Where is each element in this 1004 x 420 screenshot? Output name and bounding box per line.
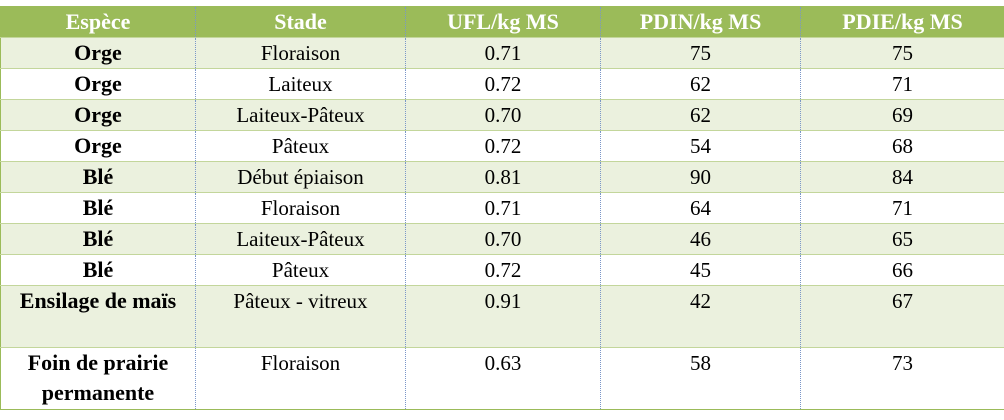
table-cell: 69 bbox=[800, 99, 1004, 131]
table-cell: 0.71 bbox=[405, 37, 601, 69]
table-cell: 68 bbox=[800, 130, 1004, 162]
header-cell: Stade bbox=[195, 6, 406, 38]
header-cell: UFL/kg MS bbox=[405, 6, 601, 38]
table-cell: Pâteux bbox=[195, 130, 406, 162]
table-row: Blé Début épiaison 0.81 90 84 bbox=[0, 161, 1004, 193]
table-cell: Début épiaison bbox=[195, 161, 406, 193]
table-cell: 0.72 bbox=[405, 130, 601, 162]
table-cell: Laiteux bbox=[195, 68, 406, 100]
table-cell: 0.70 bbox=[405, 99, 601, 131]
table-cell: 58 bbox=[600, 347, 801, 410]
table-row: Orge Laiteux 0.72 62 71 bbox=[0, 68, 1004, 100]
table-cell: 54 bbox=[600, 130, 801, 162]
table-cell: 67 bbox=[800, 285, 1004, 348]
table-cell: Floraison bbox=[195, 37, 406, 69]
species-cell: Orge bbox=[0, 68, 196, 100]
species-cell: Blé bbox=[0, 254, 196, 286]
table-row: Orge Laiteux-Pâteux 0.70 62 69 bbox=[0, 99, 1004, 131]
table-row: Blé Pâteux 0.72 45 66 bbox=[0, 254, 1004, 286]
table-cell: Laiteux-Pâteux bbox=[195, 223, 406, 255]
species-cell: Orge bbox=[0, 130, 196, 162]
table-cell: 0.72 bbox=[405, 254, 601, 286]
table-cell: 0.91 bbox=[405, 285, 601, 348]
table-cell: 71 bbox=[800, 68, 1004, 100]
header-cell: PDIE/kg MS bbox=[800, 6, 1004, 38]
table-cell: 62 bbox=[600, 68, 801, 100]
table-cell: 75 bbox=[600, 37, 801, 69]
table-row: Orge Pâteux 0.72 54 68 bbox=[0, 130, 1004, 162]
table-cell: 64 bbox=[600, 192, 801, 224]
table-cell: 62 bbox=[600, 99, 801, 131]
table-cell: 42 bbox=[600, 285, 801, 348]
table-cell: Floraison bbox=[195, 347, 406, 410]
table-cell: 73 bbox=[800, 347, 1004, 410]
table-cell: 0.81 bbox=[405, 161, 601, 193]
table-cell: 0.63 bbox=[405, 347, 601, 410]
table-cell: Pâteux bbox=[195, 254, 406, 286]
species-cell: Blé bbox=[0, 161, 196, 193]
header-row: Espèce Stade UFL/kg MS PDIN/kg MS PDIE/kg MS bbox=[0, 6, 1004, 38]
table-row: Blé Floraison 0.71 64 71 bbox=[0, 192, 1004, 224]
table-cell: 75 bbox=[800, 37, 1004, 69]
species-cell: Foin de prairie permanente bbox=[0, 347, 196, 410]
header-cell: PDIN/kg MS bbox=[600, 6, 801, 38]
table-body: Orge Floraison 0.71 75 75 Orge Laiteux 0.72 62 71… bbox=[0, 37, 1004, 410]
species-cell: Orge bbox=[0, 99, 196, 131]
table-row: Foin de prairie permanente Floraison 0.63 5… bbox=[0, 347, 1004, 410]
table-cell: 90 bbox=[600, 161, 801, 193]
table-cell: 71 bbox=[800, 192, 1004, 224]
species-cell: Orge bbox=[0, 37, 196, 69]
species-cell: Blé bbox=[0, 223, 196, 255]
table-cell: 0.71 bbox=[405, 192, 601, 224]
table-cell: 65 bbox=[800, 223, 1004, 255]
table-row: Blé Laiteux-Pâteux 0.70 46 65 bbox=[0, 223, 1004, 255]
table-cell: Floraison bbox=[195, 192, 406, 224]
header-cell: Espèce bbox=[0, 6, 196, 38]
table-cell: 66 bbox=[800, 254, 1004, 286]
table-cell: 45 bbox=[600, 254, 801, 286]
table-cell: 0.70 bbox=[405, 223, 601, 255]
nutrition-table: Espèce Stade UFL/kg MS PDIN/kg MS PDIE/kg MS… bbox=[0, 6, 1004, 410]
table-cell: 46 bbox=[600, 223, 801, 255]
table-row: Ensilage de maïs Pâteux - vitreux 0.91 42 67 bbox=[0, 285, 1004, 348]
table-cell: 84 bbox=[800, 161, 1004, 193]
table-cell: Pâteux - vitreux bbox=[195, 285, 406, 348]
table-cell: Laiteux-Pâteux bbox=[195, 99, 406, 131]
table-cell: 0.72 bbox=[405, 68, 601, 100]
table-row: Orge Floraison 0.71 75 75 bbox=[0, 37, 1004, 69]
species-cell: Ensilage de maïs bbox=[0, 285, 196, 348]
species-cell: Blé bbox=[0, 192, 196, 224]
